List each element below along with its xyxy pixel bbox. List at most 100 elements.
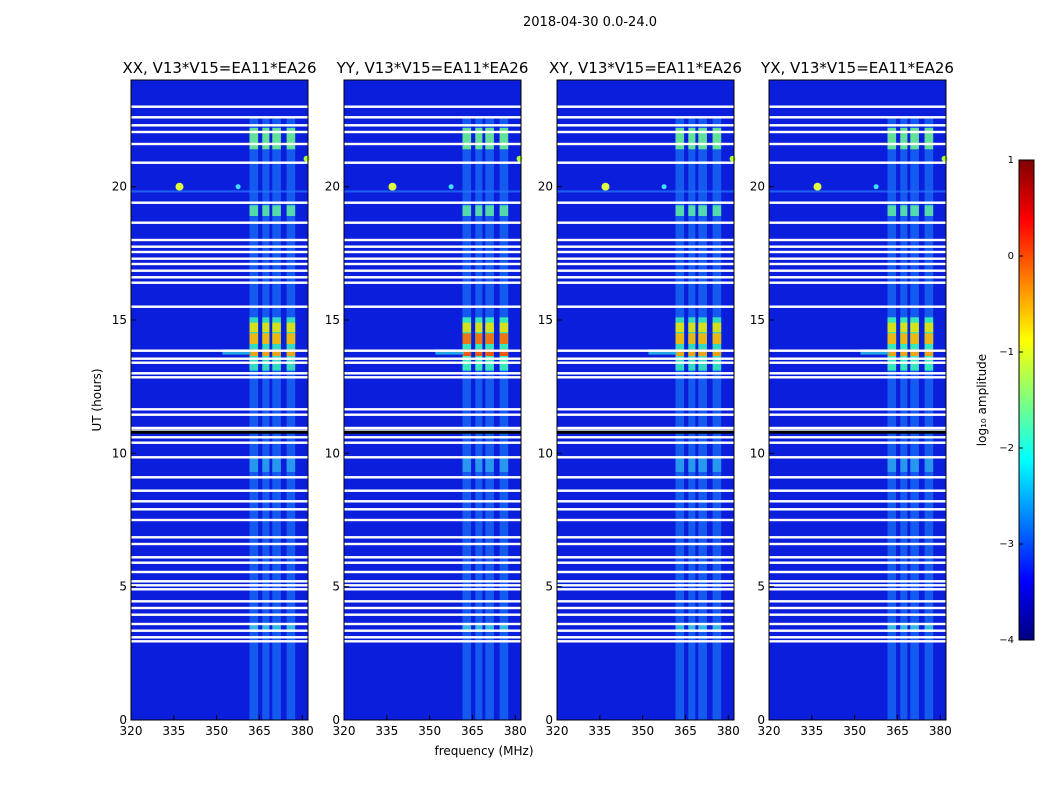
rfi-burst bbox=[499, 205, 509, 216]
panel-xy: XY, V13*V15=EA11*EA26 320 335 350 365 380 0 5 10… bbox=[538, 59, 742, 738]
flagged-row bbox=[557, 426, 734, 430]
flagged-row bbox=[557, 508, 734, 511]
flagged-row bbox=[769, 489, 946, 492]
rfi-burst bbox=[887, 205, 897, 216]
rfi-burst bbox=[499, 128, 509, 150]
flagged-row bbox=[557, 622, 734, 626]
colorbar-tick-label: 1 bbox=[1008, 155, 1014, 166]
flagged-row bbox=[344, 245, 521, 248]
rfi-burst bbox=[262, 205, 270, 216]
flagged-row bbox=[344, 250, 521, 254]
rfi-burst bbox=[485, 624, 494, 632]
flagged-row bbox=[557, 580, 734, 583]
rfi-burst bbox=[688, 349, 696, 356]
y-tick-label: 5 bbox=[332, 580, 340, 594]
flagged-row bbox=[131, 262, 308, 266]
flagged-row bbox=[557, 456, 734, 459]
flagged-row bbox=[344, 556, 521, 559]
rfi-burst bbox=[249, 322, 259, 332]
flagged-row bbox=[131, 588, 308, 591]
flagged-row bbox=[344, 201, 521, 204]
flagged-row bbox=[344, 584, 521, 587]
transient-streak bbox=[769, 190, 946, 193]
y-tick-label: 20 bbox=[112, 180, 127, 194]
rfi-burst bbox=[262, 349, 270, 356]
rfi-burst bbox=[485, 333, 494, 344]
flagged-row bbox=[344, 629, 521, 632]
rfi-burst bbox=[485, 349, 494, 356]
flagged-row bbox=[344, 116, 521, 119]
x-tick-label: 380 bbox=[504, 724, 527, 738]
flagged-row bbox=[131, 305, 308, 308]
flagged-row bbox=[131, 518, 308, 522]
rfi-burst bbox=[900, 322, 908, 332]
transient-spot bbox=[175, 182, 184, 191]
x-tick-label: 335 bbox=[162, 724, 185, 738]
rfi-burst bbox=[485, 128, 494, 150]
rfi-burst bbox=[900, 205, 908, 216]
y-tick-label: 20 bbox=[325, 180, 340, 194]
flagged-row bbox=[344, 436, 521, 439]
flagged-row bbox=[131, 584, 308, 587]
x-tick-label: 380 bbox=[717, 724, 740, 738]
transient-streak bbox=[222, 349, 251, 355]
rfi-burst bbox=[712, 456, 722, 472]
rfi-burst bbox=[924, 128, 934, 150]
transient-spot bbox=[729, 155, 736, 162]
flagged-row bbox=[344, 622, 521, 626]
transient-spot bbox=[813, 182, 822, 191]
flagged-row bbox=[131, 349, 308, 352]
flagged-row bbox=[557, 500, 734, 503]
flagged-row bbox=[769, 105, 946, 108]
figure-title: 2018-04-30 0.0-24.0 bbox=[523, 15, 657, 30]
flagged-row bbox=[769, 161, 946, 164]
flagged-row bbox=[557, 408, 734, 411]
flagged-row bbox=[769, 456, 946, 459]
rfi-burst bbox=[485, 205, 494, 216]
rfi-burst bbox=[688, 128, 696, 150]
flagged-row bbox=[557, 130, 734, 134]
rfi-burst bbox=[675, 128, 685, 150]
y-tick-label: 20 bbox=[538, 180, 553, 194]
flagged-row bbox=[344, 500, 521, 503]
rfi-burst bbox=[910, 624, 919, 632]
rfi-burst bbox=[286, 624, 296, 632]
flagged-row bbox=[769, 622, 946, 626]
rfi-burst bbox=[249, 349, 259, 356]
flagged-row bbox=[769, 408, 946, 411]
rfi-burst bbox=[688, 456, 696, 472]
flagged-row bbox=[769, 441, 946, 444]
flagged-row bbox=[769, 269, 946, 272]
y-tick-label: 10 bbox=[538, 446, 553, 460]
rfi-burst bbox=[698, 128, 707, 150]
y-tick-label: 0 bbox=[332, 713, 340, 727]
flagged-row bbox=[344, 580, 521, 583]
rfi-burst bbox=[286, 322, 296, 332]
flagged-row bbox=[557, 536, 734, 539]
x-tick-label: 380 bbox=[929, 724, 952, 738]
colorbar-scale bbox=[1018, 159, 1035, 641]
rfi-burst bbox=[712, 624, 722, 632]
flagged-row bbox=[557, 588, 734, 591]
flagged-row bbox=[131, 606, 308, 610]
rfi-burst bbox=[262, 456, 270, 472]
flagged-row bbox=[557, 600, 734, 603]
flagged-row bbox=[131, 116, 308, 119]
rfi-burst bbox=[698, 624, 707, 632]
panel-frame bbox=[130, 79, 309, 721]
flagged-row bbox=[769, 570, 946, 574]
x-tick-label: 350 bbox=[418, 724, 441, 738]
flagged-row bbox=[557, 584, 734, 587]
flagged-row bbox=[344, 476, 521, 479]
flagged-row bbox=[131, 161, 308, 164]
transient-spot bbox=[941, 155, 948, 162]
flagged-row bbox=[344, 413, 521, 416]
flagged-row bbox=[131, 376, 308, 379]
panels-group: XX, V13*V15=EA11*EA26 320 335 350 365 380 0 5 10… bbox=[112, 59, 954, 738]
rfi-channel-band bbox=[249, 117, 259, 721]
flagged-row bbox=[557, 269, 734, 272]
flagged-row bbox=[131, 600, 308, 603]
flagged-row bbox=[131, 508, 308, 511]
rfi-burst bbox=[887, 333, 897, 344]
flagged-row bbox=[557, 116, 734, 119]
